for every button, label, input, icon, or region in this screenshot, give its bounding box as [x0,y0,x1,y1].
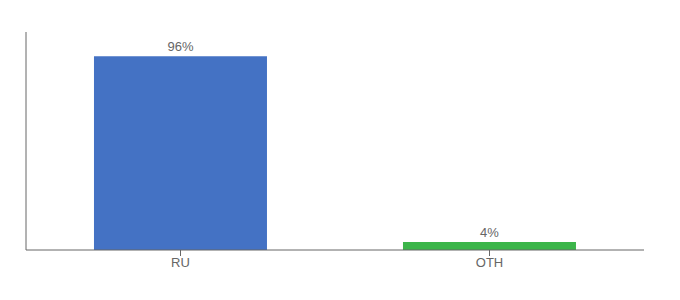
svg-text:OTH: OTH [476,255,503,270]
svg-text:96%: 96% [167,39,193,54]
svg-text:RU: RU [171,255,190,270]
svg-text:4%: 4% [480,225,499,240]
